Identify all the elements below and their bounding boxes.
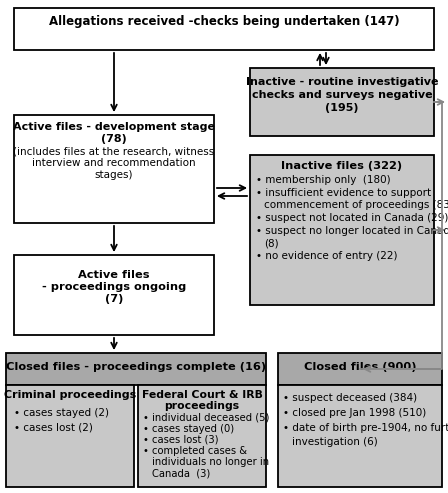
Text: (7): (7) [105, 294, 123, 304]
Bar [14, 8, 434, 50]
Text: (includes files at the research, witness: (includes files at the research, witness [13, 146, 215, 156]
Bar [14, 115, 214, 223]
Text: • suspect deceased (384): • suspect deceased (384) [283, 393, 417, 403]
Text: Canada  (3): Canada (3) [152, 468, 210, 478]
Bar [138, 385, 266, 487]
Text: Active files: Active files [78, 270, 150, 280]
Text: Active files - development stage: Active files - development stage [13, 122, 215, 132]
Text: Inactive - routine investigative: Inactive - routine investigative [246, 77, 438, 87]
Text: investigation (6): investigation (6) [292, 437, 378, 447]
Bar [278, 353, 442, 385]
Text: • insufficient evidence to support: • insufficient evidence to support [256, 188, 431, 198]
Text: Closed files (900): Closed files (900) [304, 362, 416, 372]
Text: Closed files - proceedings complete (16): Closed files - proceedings complete (16) [6, 362, 266, 372]
Bar [14, 255, 214, 335]
Text: • cases stayed (0): • cases stayed (0) [143, 424, 234, 434]
Bar [250, 155, 434, 305]
Text: Inactive files (322): Inactive files (322) [281, 161, 403, 171]
Text: Allegations received -checks being undertaken (147): Allegations received -checks being under… [49, 15, 399, 29]
Text: • suspect not located in Canada (29): • suspect not located in Canada (29) [256, 213, 448, 223]
Text: • date of birth pre-1904, no further: • date of birth pre-1904, no further [283, 423, 448, 433]
Text: • cases stayed (2): • cases stayed (2) [14, 408, 109, 418]
Text: • no evidence of entry (22): • no evidence of entry (22) [256, 251, 397, 261]
Text: checks and surveys negative: checks and surveys negative [252, 90, 432, 100]
Text: stages): stages) [95, 170, 133, 180]
Text: individuals no longer in: individuals no longer in [152, 457, 269, 467]
Text: (78): (78) [101, 134, 127, 144]
Bar [278, 385, 442, 487]
Text: Criminal proceedings: Criminal proceedings [4, 390, 136, 400]
Text: - proceedings ongoing: - proceedings ongoing [42, 282, 186, 292]
Text: Federal Court & IRB: Federal Court & IRB [142, 390, 263, 400]
Text: • completed cases &: • completed cases & [143, 446, 247, 456]
Bar [6, 353, 266, 385]
Text: • cases lost (3): • cases lost (3) [143, 435, 219, 445]
Text: • closed pre Jan 1998 (510): • closed pre Jan 1998 (510) [283, 408, 426, 418]
Text: (195): (195) [325, 103, 359, 113]
Text: (8): (8) [264, 238, 279, 248]
Text: • cases lost (2): • cases lost (2) [14, 422, 93, 432]
Text: interview and recommendation: interview and recommendation [32, 158, 196, 168]
Text: • individual deceased (5): • individual deceased (5) [143, 413, 269, 423]
Bar [250, 68, 434, 136]
Text: • suspect no longer located in Canada: • suspect no longer located in Canada [256, 226, 448, 236]
Text: proceedings: proceedings [164, 401, 240, 411]
Text: • membership only  (180): • membership only (180) [256, 175, 391, 185]
Bar [6, 385, 134, 487]
Text: commencement of proceedings (83): commencement of proceedings (83) [264, 200, 448, 210]
